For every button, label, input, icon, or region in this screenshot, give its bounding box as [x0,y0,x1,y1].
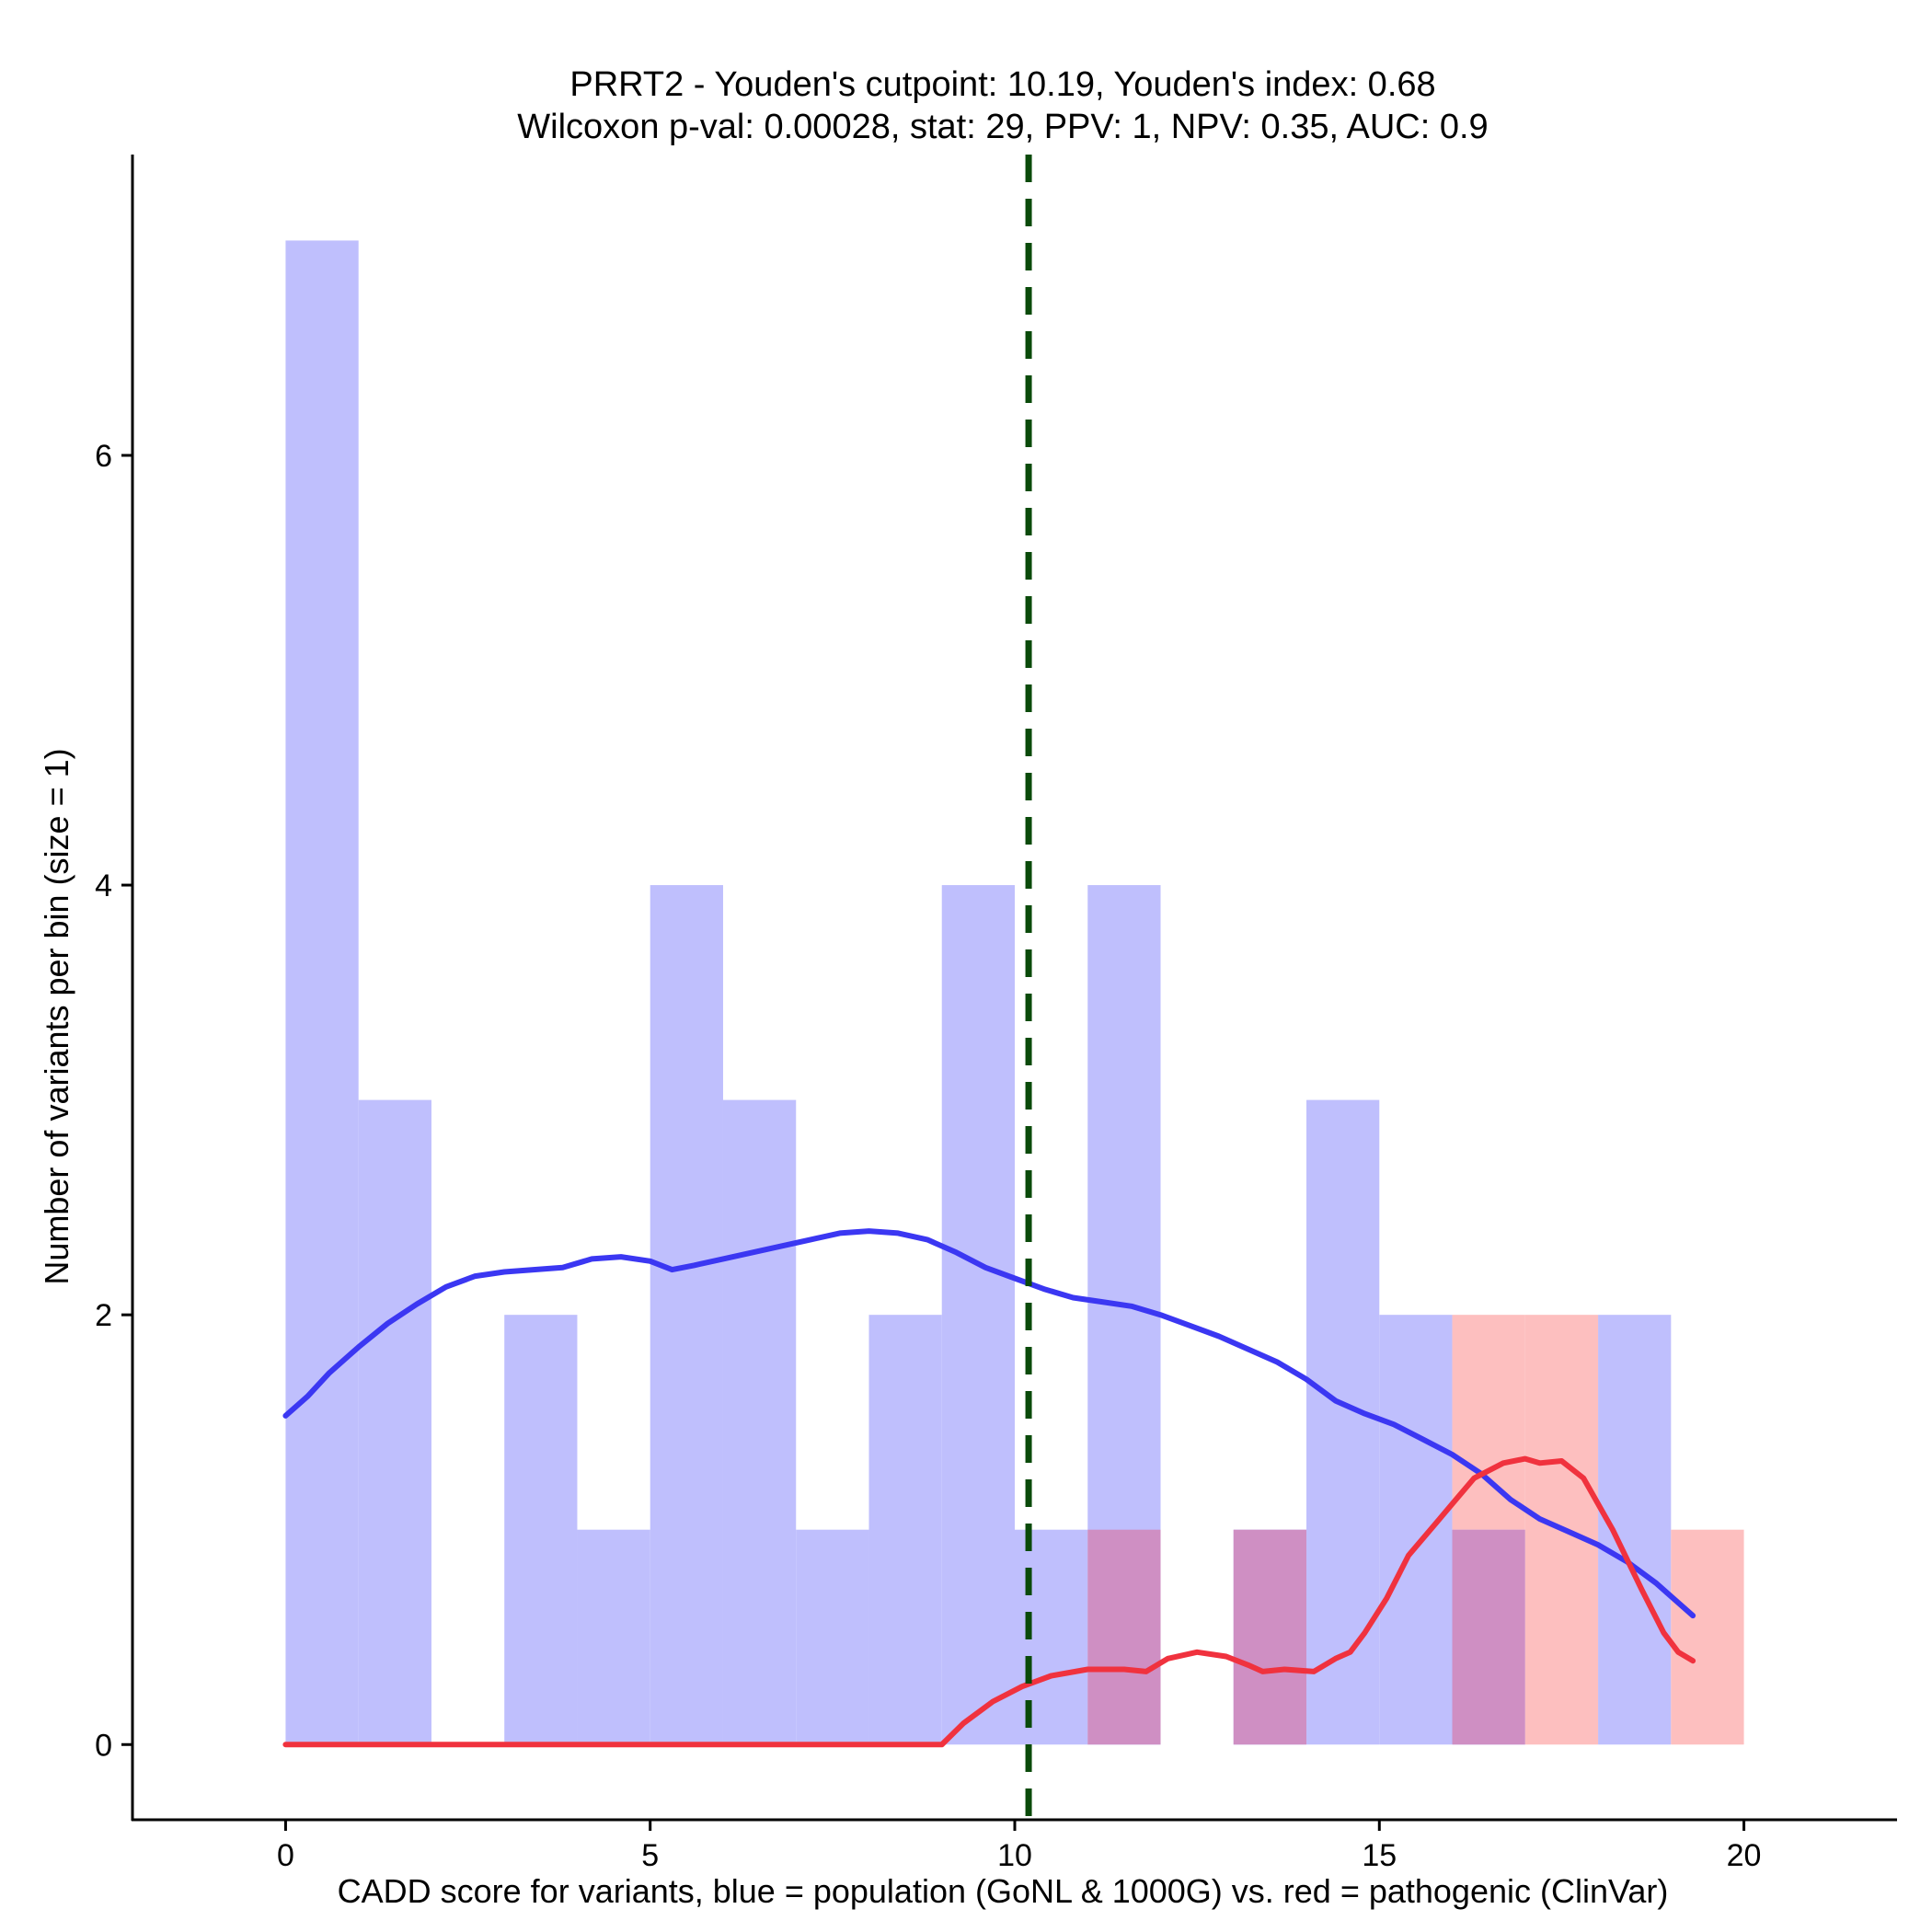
population-bar-7 [796,1529,869,1745]
population-bar-9 [941,885,1015,1745]
population-bar-6 [722,1099,797,1745]
pathogenic-density-line [282,1455,1696,1748]
overlap-bar-11 [1087,1529,1161,1745]
x-tick-label-15: 15 [1362,1838,1397,1873]
population-bar-3 [504,1315,578,1745]
population-bar-14 [1306,1099,1380,1745]
y-tick-label-2: 2 [95,1298,112,1333]
x-tick-label-5: 5 [641,1838,659,1873]
x-axis-title: CADD score for variants, blue = populati… [338,1872,1669,1910]
overlap-bar-13 [1233,1529,1307,1745]
population-bar-18 [1598,1315,1672,1745]
overlap-bar-16 [1452,1529,1525,1745]
x-tick-label-0: 0 [277,1838,294,1873]
population-bar-5 [650,885,723,1745]
pathogenic-bar-19 [1671,1529,1744,1745]
population-bar-1 [358,1099,431,1745]
population-density-line [282,1228,1696,1619]
y-tick-label-4: 4 [95,868,112,903]
population-bar-15 [1379,1315,1453,1745]
x-tick-label-10: 10 [997,1838,1032,1873]
y-axis-title: Number of variants per bin (size = 1) [38,748,75,1284]
population-bar-4 [577,1529,650,1745]
pathogenic-bar-16 [1452,1315,1525,1530]
chart-title-line1: PRRT2 - Youden's cutpoint: 10.19, Youden… [569,65,1435,104]
chart-title-line2: Wilcoxon p-val: 0.00028, stat: 29, PPV: … [517,108,1488,146]
y-tick-label-6: 6 [95,439,112,474]
plot-area: 0 5 10 15 20 0 2 4 6 [95,155,1897,1873]
population-bar-0 [285,240,359,1745]
population-bar-8 [868,1315,942,1745]
y-tick-label-0: 0 [95,1728,112,1763]
x-tick-label-20: 20 [1727,1838,1762,1873]
